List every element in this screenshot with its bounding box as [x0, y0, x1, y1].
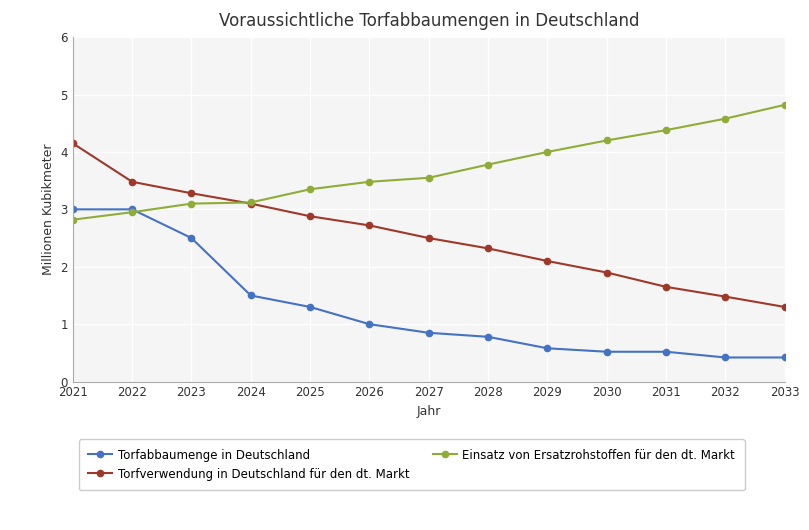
Y-axis label: Millionen Kubikmeter: Millionen Kubikmeter — [42, 144, 55, 275]
Torfverwendung in Deutschland für den dt. Markt — [661, 284, 671, 290]
Torfverwendung in Deutschland für den dt. Markt — [365, 222, 375, 228]
Einsatz von Ersatzrohstoffen für den dt. Markt — [602, 137, 612, 144]
Line: Torfverwendung in Deutschland für den dt. Markt: Torfverwendung in Deutschland für den dt… — [70, 140, 788, 310]
Line: Einsatz von Ersatzrohstoffen für den dt. Markt: Einsatz von Ersatzrohstoffen für den dt.… — [70, 102, 788, 223]
Torfverwendung in Deutschland für den dt. Markt — [305, 213, 315, 219]
Torfverwendung in Deutschland für den dt. Markt — [127, 179, 137, 185]
Einsatz von Ersatzrohstoffen für den dt. Markt — [365, 179, 375, 185]
Torfverwendung in Deutschland für den dt. Markt — [483, 245, 493, 252]
Torfverwendung in Deutschland für den dt. Markt — [721, 294, 731, 300]
Torfverwendung in Deutschland für den dt. Markt — [602, 269, 612, 276]
Torfverwendung in Deutschland für den dt. Markt — [543, 258, 553, 264]
Einsatz von Ersatzrohstoffen für den dt. Markt — [661, 127, 671, 134]
Torfabbaumenge in Deutschland — [602, 349, 612, 355]
Torfabbaumenge in Deutschland — [365, 321, 375, 328]
Torfverwendung in Deutschland für den dt. Markt — [246, 200, 256, 207]
Torfabbaumenge in Deutschland — [721, 354, 731, 360]
Legend: Torfabbaumenge in Deutschland, Torfverwendung in Deutschland für den dt. Markt, : Torfabbaumenge in Deutschland, Torfverwe… — [78, 439, 744, 490]
Einsatz von Ersatzrohstoffen für den dt. Markt — [721, 116, 731, 122]
Torfabbaumenge in Deutschland — [661, 349, 671, 355]
X-axis label: Jahr: Jahr — [417, 405, 441, 418]
Torfverwendung in Deutschland für den dt. Markt — [424, 235, 434, 241]
Torfabbaumenge in Deutschland — [127, 206, 137, 213]
Einsatz von Ersatzrohstoffen für den dt. Markt — [246, 199, 256, 206]
Torfabbaumenge in Deutschland — [187, 235, 197, 241]
Torfverwendung in Deutschland für den dt. Markt — [780, 304, 790, 310]
Title: Voraussichtliche Torfabbaumengen in Deutschland: Voraussichtliche Torfabbaumengen in Deut… — [218, 12, 639, 30]
Line: Torfabbaumenge in Deutschland: Torfabbaumenge in Deutschland — [70, 206, 788, 360]
Torfverwendung in Deutschland für den dt. Markt — [187, 190, 197, 197]
Einsatz von Ersatzrohstoffen für den dt. Markt — [127, 209, 137, 215]
Torfabbaumenge in Deutschland — [68, 206, 78, 213]
Einsatz von Ersatzrohstoffen für den dt. Markt — [187, 200, 197, 207]
Torfabbaumenge in Deutschland — [246, 293, 256, 299]
Torfabbaumenge in Deutschland — [424, 330, 434, 336]
Einsatz von Ersatzrohstoffen für den dt. Markt — [543, 149, 553, 155]
Torfabbaumenge in Deutschland — [780, 354, 790, 360]
Einsatz von Ersatzrohstoffen für den dt. Markt — [424, 174, 434, 181]
Torfabbaumenge in Deutschland — [305, 304, 315, 310]
Einsatz von Ersatzrohstoffen für den dt. Markt — [483, 162, 493, 168]
Torfabbaumenge in Deutschland — [543, 345, 553, 351]
Torfverwendung in Deutschland für den dt. Markt — [68, 140, 78, 146]
Einsatz von Ersatzrohstoffen für den dt. Markt — [305, 186, 315, 192]
Einsatz von Ersatzrohstoffen für den dt. Markt — [780, 102, 790, 108]
Einsatz von Ersatzrohstoffen für den dt. Markt — [68, 216, 78, 223]
Torfabbaumenge in Deutschland — [483, 334, 493, 340]
